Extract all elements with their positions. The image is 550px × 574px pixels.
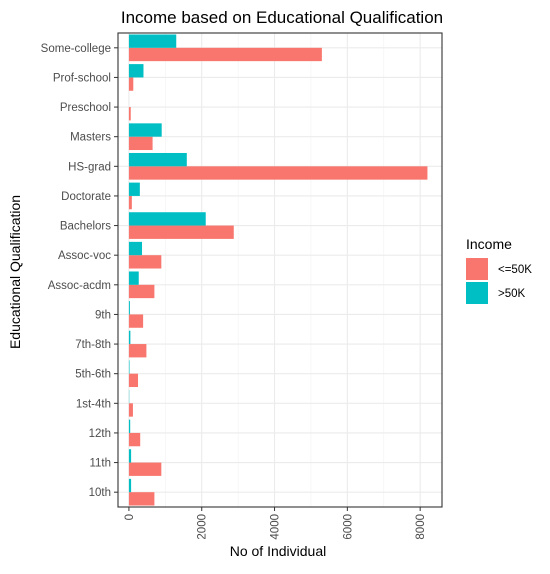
bar-10th-gt50k xyxy=(129,479,131,492)
plot-area: 10th 11th 12th 1st-4th 5th-6th 7th-8th 9th Asso… xyxy=(41,33,442,540)
bar-bachelors-le50k xyxy=(129,226,234,239)
y-tick-label: Doctorate xyxy=(61,191,111,203)
chart-title: Income based on Educational Qualificatio… xyxy=(121,8,443,27)
bar-preschool-le50k xyxy=(129,107,131,120)
bar-7th-8th-le50k xyxy=(129,344,146,357)
x-tick-label: 0 xyxy=(124,514,136,520)
legend-key xyxy=(466,258,488,280)
bar-1st-4th-le50k xyxy=(129,403,133,416)
y-tick-label: 11th xyxy=(89,458,111,470)
bar-masters-gt50k xyxy=(129,123,162,136)
bar-assoc-voc-gt50k xyxy=(129,242,142,255)
y-tick-label: 9th xyxy=(95,309,111,321)
legend-title: Income xyxy=(466,236,512,252)
legend-label: <=50K xyxy=(498,264,532,276)
bar-some-college-gt50k xyxy=(129,34,176,47)
y-tick-label: 5th-6th xyxy=(75,369,111,381)
bar-9th-le50k xyxy=(129,314,143,327)
x-tick-label: 8000 xyxy=(415,514,427,540)
y-tick-label: Assoc-voc xyxy=(58,250,111,262)
y-tick-label: 12th xyxy=(89,428,111,440)
legend-key xyxy=(466,282,488,304)
plot-background xyxy=(118,33,442,507)
legend-label: >50K xyxy=(498,288,526,300)
bar-9th-gt50k xyxy=(129,301,130,314)
bar-11th-le50k xyxy=(129,463,161,476)
y-tick-label: Masters xyxy=(70,132,111,144)
y-tick-label: HS-grad xyxy=(68,161,111,173)
x-tick-label: 4000 xyxy=(270,514,282,540)
bar-hs-grad-le50k xyxy=(129,166,428,179)
bar-5th-6th-le50k xyxy=(129,374,138,387)
y-tick-label: 10th xyxy=(89,487,111,499)
bar-assoc-acdm-gt50k xyxy=(129,271,139,284)
x-axis-title: No of Individual xyxy=(230,543,327,559)
y-axis-title: Educational Qualification xyxy=(7,195,23,349)
bar-hs-grad-gt50k xyxy=(129,153,187,166)
x-tick-label: 2000 xyxy=(197,514,209,540)
bar-some-college-le50k xyxy=(129,48,322,61)
y-tick-label: 1st-4th xyxy=(76,398,111,410)
bar-5th-6th-gt50k xyxy=(129,360,130,373)
bar-10th-le50k xyxy=(129,492,154,505)
bar-assoc-acdm-le50k xyxy=(129,285,154,298)
bar-12th-gt50k xyxy=(129,420,130,433)
y-tick-label: Some-college xyxy=(41,43,111,55)
bar-prof-school-le50k xyxy=(129,77,133,90)
y-tick-label: Bachelors xyxy=(60,221,111,233)
x-tick-label: 6000 xyxy=(342,514,354,540)
bar-assoc-voc-le50k xyxy=(129,255,161,268)
y-tick-label: 7th-8th xyxy=(75,339,111,351)
bar-7th-8th-gt50k xyxy=(129,331,130,344)
legend: Income <=50K >50K xyxy=(466,236,532,304)
y-tick-label: Preschool xyxy=(60,102,111,114)
bar-doctorate-gt50k xyxy=(129,183,140,196)
bar-11th-gt50k xyxy=(129,449,131,462)
bar-masters-le50k xyxy=(129,137,153,150)
bar-bachelors-gt50k xyxy=(129,212,206,225)
y-tick-label: Assoc-acdm xyxy=(48,280,111,292)
bar-prof-school-gt50k xyxy=(129,64,144,77)
bar-doctorate-le50k xyxy=(129,196,132,209)
y-tick-label: Prof-school xyxy=(53,72,111,84)
bar-12th-le50k xyxy=(129,433,140,446)
